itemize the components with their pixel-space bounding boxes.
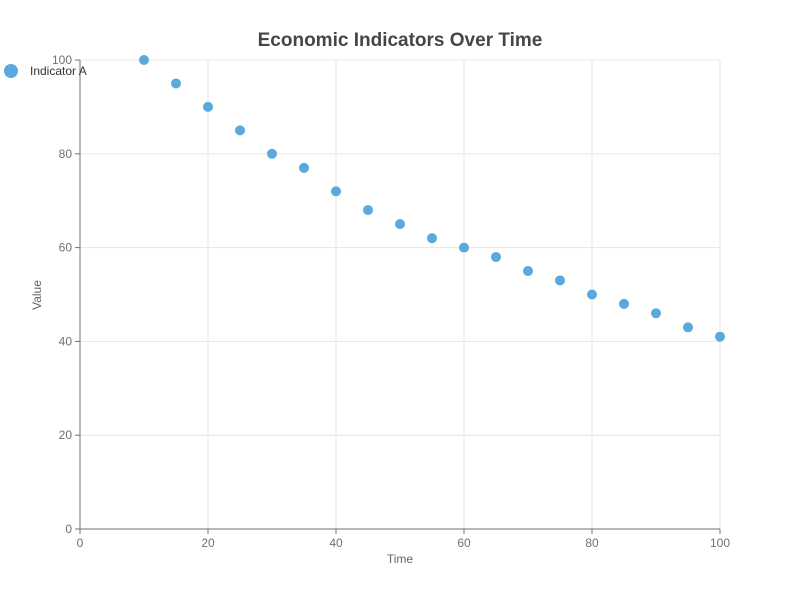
data-point — [267, 148, 277, 159]
y-tick-label: 100 — [52, 53, 72, 67]
data-point — [715, 331, 725, 342]
x-tick-label: 80 — [585, 536, 599, 550]
legend[interactable]: Indicator A — [4, 62, 87, 80]
x-tick-label: 20 — [201, 536, 215, 550]
data-point — [587, 289, 597, 300]
data-point — [619, 298, 629, 309]
chart-title: Economic Indicators Over Time — [257, 30, 543, 51]
y-tick-label: 20 — [59, 428, 73, 442]
data-point — [523, 266, 533, 277]
x-tick-label: 0 — [77, 536, 84, 550]
grid — [80, 59, 721, 529]
data-point — [459, 242, 469, 253]
axes — [75, 59, 721, 534]
data-point — [203, 101, 213, 112]
data-point — [139, 55, 149, 65]
x-tick-label: 40 — [329, 536, 343, 550]
tick-labels: 0 20 40 60 80 100 0 20 40 60 80 100 — [52, 53, 730, 550]
y-tick-label: 40 — [59, 334, 73, 348]
x-axis-label: Time — [387, 552, 414, 566]
legend-label: Indicator A — [30, 64, 87, 78]
data-point — [363, 205, 373, 216]
data-point — [331, 186, 341, 197]
data-point — [651, 308, 661, 319]
x-tick-label: 60 — [457, 536, 471, 550]
x-tick-label: 100 — [710, 536, 730, 550]
data-point — [555, 275, 565, 286]
data-point — [299, 162, 309, 173]
y-tick-label: 0 — [65, 522, 72, 536]
data-point — [395, 219, 405, 230]
data-point — [427, 233, 437, 244]
series-points — [139, 55, 725, 342]
y-tick-label: 60 — [59, 241, 73, 255]
data-point — [235, 125, 245, 136]
legend-marker-icon — [4, 64, 18, 78]
y-axis-label: Value — [30, 280, 44, 310]
y-tick-label: 80 — [59, 147, 73, 161]
data-point — [171, 78, 181, 89]
data-point — [491, 251, 501, 262]
data-point — [683, 322, 693, 333]
